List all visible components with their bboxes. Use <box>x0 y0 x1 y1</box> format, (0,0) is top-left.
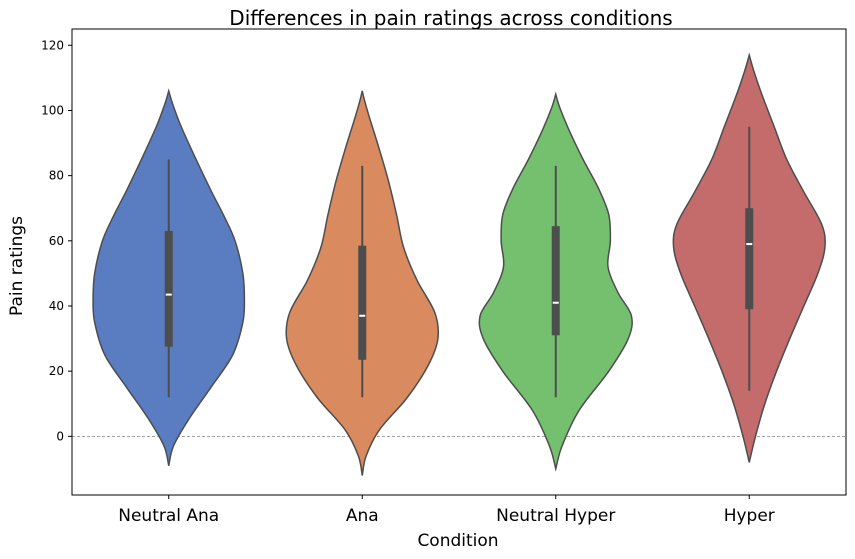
x-tick-label: Ana <box>346 506 379 526</box>
violin-group <box>672 52 826 463</box>
y-tick-label: 100 <box>41 103 64 117</box>
chart-title: Differences in pain ratings across condi… <box>229 6 672 30</box>
violin-iqr-box <box>164 231 173 347</box>
violin-iqr-box <box>551 226 560 336</box>
x-tick-label: Neutral Ana <box>118 506 219 526</box>
y-tick-label: 0 <box>56 429 64 443</box>
violin-group <box>478 91 633 472</box>
x-tick-label: Neutral Hyper <box>496 506 615 526</box>
axes-frame <box>71 28 847 496</box>
violin-iqr-box <box>358 245 367 360</box>
violin-group <box>285 90 440 476</box>
violin-iqr-box <box>745 208 754 310</box>
y-tick-label: 120 <box>41 38 64 52</box>
y-axis-label: Pain ratings <box>7 216 27 316</box>
y-tick-label: 80 <box>49 169 64 183</box>
y-tick-label: 20 <box>49 364 64 378</box>
y-axis: 0 20 40 60 80 100 120 <box>41 38 72 443</box>
y-tick-label: 40 <box>49 299 64 313</box>
plot-area <box>72 52 846 476</box>
x-tick-label: Hyper <box>724 506 775 526</box>
y-tick-label: 60 <box>49 234 64 248</box>
x-axis-label: Condition <box>417 531 498 551</box>
violin-group <box>92 88 246 466</box>
x-axis: Neutral Ana Ana Neutral Hyper Hyper <box>118 495 775 526</box>
